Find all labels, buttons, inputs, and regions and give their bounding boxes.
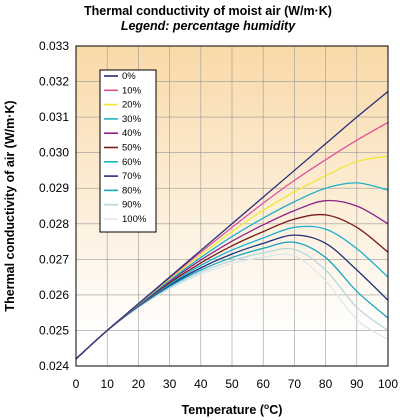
y-tick-labels: 0.024 0.025 0.026 0.027 0.028 0.029 0.030 0.031… — [39, 39, 69, 373]
y-tick-label: 0.024 — [39, 359, 69, 373]
series-group — [76, 91, 388, 360]
x-tick-label: 50 — [225, 377, 239, 391]
legend-entry: 90% — [122, 200, 142, 211]
y-tick-label: 0.030 — [39, 146, 69, 160]
x-tick-label: 100 — [378, 377, 398, 391]
y-tick-label: 0.031 — [39, 110, 69, 124]
legend-entry: 70% — [122, 171, 142, 182]
x-tick-label: 40 — [194, 377, 208, 391]
chart-subtitle: Legend: percentage humidity — [121, 19, 296, 33]
legend-entry: 50% — [122, 143, 142, 154]
legend-entry: 80% — [122, 185, 142, 196]
chart-title: Thermal conductivity of moist air (W/m·K… — [84, 4, 332, 18]
x-tick-label: 30 — [163, 377, 177, 391]
legend: 0% 10% 20% 30% 40% 50% 60% 70% 80% 90% 100% — [99, 69, 157, 233]
x-tick-label: 80 — [319, 377, 333, 391]
y-axis-label: Thermal conductivity of air (W/m·K) — [3, 100, 17, 311]
legend-entry: 20% — [122, 100, 142, 111]
y-tick-label: 0.032 — [39, 75, 69, 89]
series-line-0pct — [76, 91, 388, 360]
y-tick-label: 0.029 — [39, 181, 69, 195]
x-tick-label: 20 — [132, 377, 146, 391]
x-tick-label: 90 — [350, 377, 364, 391]
legend-entry: 10% — [122, 85, 142, 96]
x-tick-label: 70 — [288, 377, 302, 391]
legend-entry: 60% — [122, 157, 142, 168]
y-tick-label: 0.025 — [39, 323, 69, 337]
y-tick-label: 0.026 — [39, 288, 69, 302]
y-tick-label: 0.027 — [39, 252, 69, 266]
plot-border — [75, 45, 389, 367]
grid — [76, 46, 388, 366]
y-tick-label: 0.028 — [39, 217, 69, 231]
x-axis-label: Temperature (oC) — [182, 401, 283, 417]
x-tick-label: 60 — [257, 377, 271, 391]
y-tick-label: 0.033 — [39, 39, 69, 53]
x-tick-labels: 0 10 20 30 40 50 60 70 80 90 100 — [73, 377, 399, 391]
legend-entry: 40% — [122, 128, 142, 139]
x-tick-label: 10 — [101, 377, 115, 391]
legend-entry: 100% — [122, 214, 147, 225]
legend-entry: 30% — [122, 114, 142, 125]
x-tick-label: 0 — [73, 377, 80, 391]
legend-entry: 0% — [122, 71, 136, 82]
